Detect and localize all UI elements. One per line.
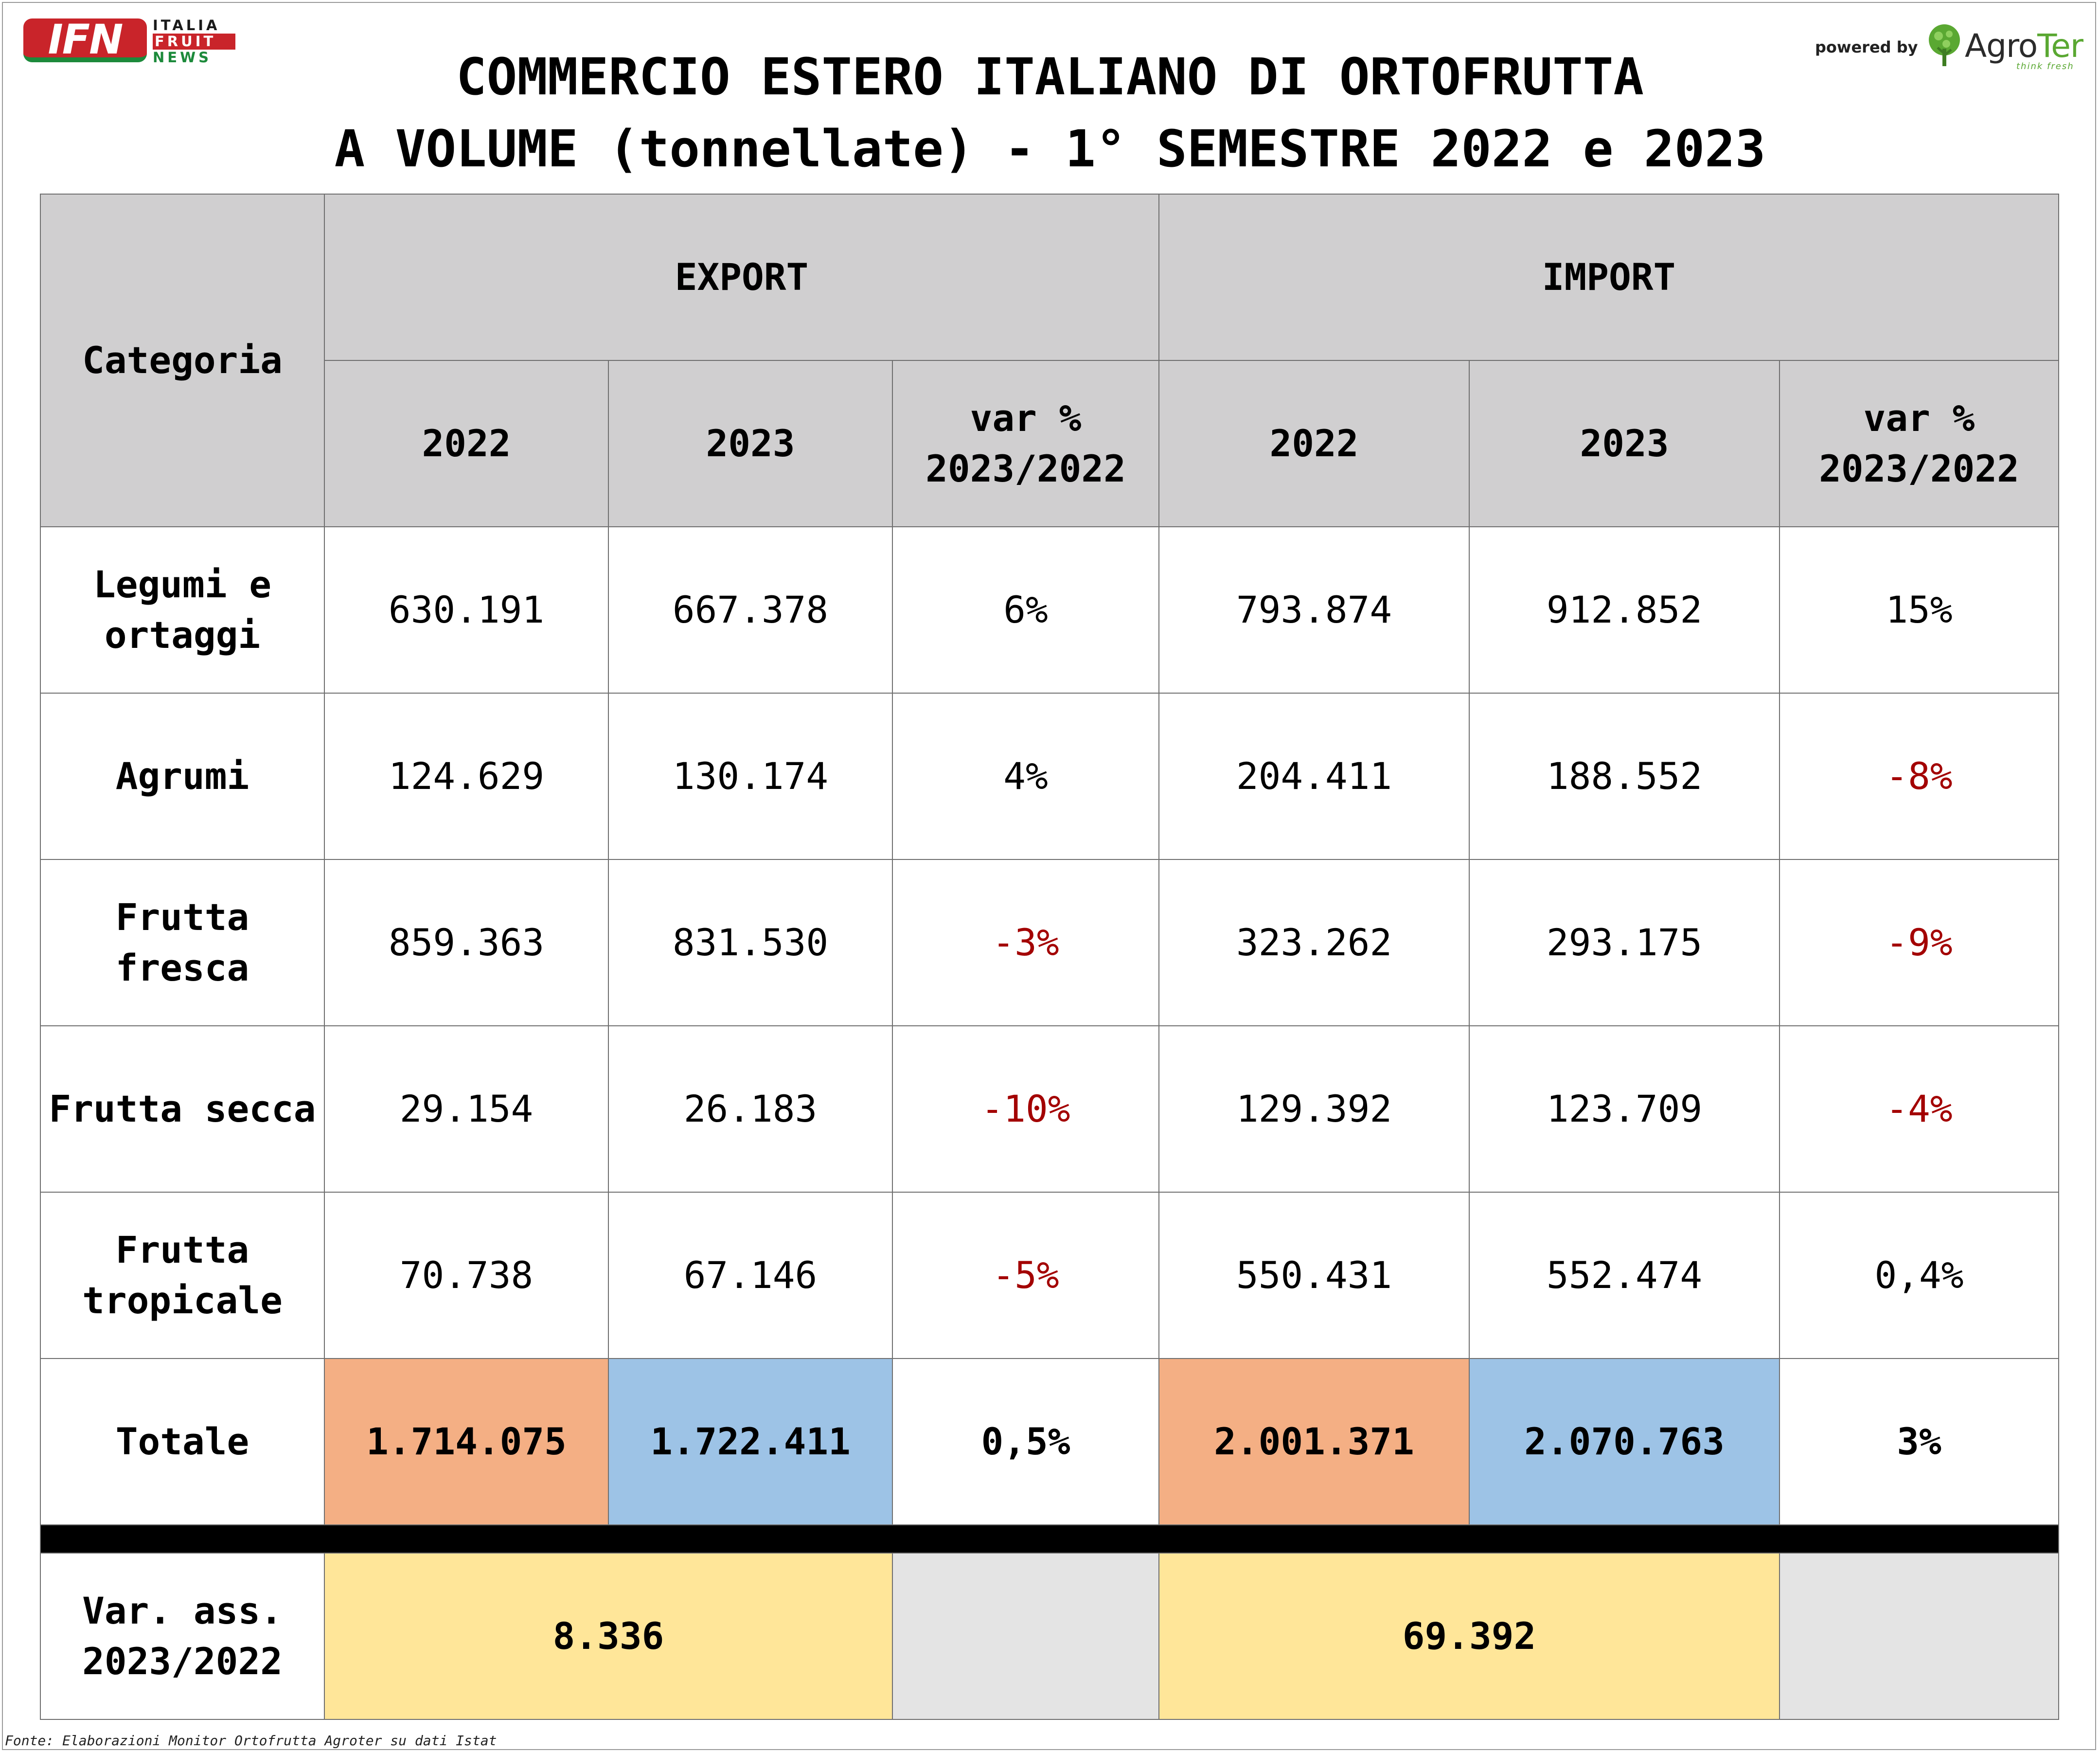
total-export-var: 0,5% <box>892 1358 1159 1525</box>
export-var-cell: -3% <box>892 859 1159 1026</box>
export-var-cell: 6% <box>892 526 1159 694</box>
table-row: Legumi e ortaggi 630.191 667.378 6% 793.8… <box>40 526 2059 694</box>
abs-var-export: 8.336 <box>324 1553 893 1720</box>
import-2023-cell: 123.709 <box>1469 1025 1780 1193</box>
export-2023-cell: 26.183 <box>608 1025 893 1193</box>
category-line2: tropicale <box>82 1279 283 1322</box>
ifn-word-italia: ITALIA <box>153 17 220 34</box>
trade-volume-table: Categoria EXPORT IMPORT 2022 2023 var % 2… <box>40 194 2059 1720</box>
header-var-line2: 2023/2022 <box>1819 447 2019 490</box>
page-title-line-2: A VOLUME (tonnellate) - 1° SEMESTRE 2022… <box>334 119 1766 179</box>
total-label: Totale <box>40 1358 325 1525</box>
import-2022-cell: 793.874 <box>1158 526 1470 694</box>
export-2023-cell: 67.146 <box>608 1192 893 1359</box>
ifn-word-news: NEWS <box>153 49 212 66</box>
ifn-badge-text: IFN <box>48 16 124 63</box>
export-2022-cell: 124.629 <box>324 693 609 860</box>
total-export-2022: 1.714.075 <box>324 1358 609 1525</box>
category-line2: fresca <box>115 946 249 989</box>
import-var-cell: -9% <box>1779 859 2059 1026</box>
table-row: Frutta fresca 859.363 831.530 -3% 323.262… <box>40 859 2059 1026</box>
category-line1: Frutta <box>115 1228 249 1271</box>
header-export-2023: 2023 <box>608 360 893 527</box>
ifn-word-fruit: FRUIT <box>153 34 235 50</box>
header-import-2023: 2023 <box>1469 360 1780 527</box>
total-import-var: 3% <box>1779 1358 2059 1525</box>
import-2022-cell: 550.431 <box>1158 1192 1470 1359</box>
abs-var-label: Var. ass. 2023/2022 <box>40 1553 325 1720</box>
abs-var-row: Var. ass. 2023/2022 8.336 69.392 <box>40 1553 2059 1720</box>
header-categoria: Categoria <box>40 194 325 527</box>
agroter-name-prefix: Agro <box>1965 27 2038 65</box>
row-category: Agrumi <box>40 693 325 860</box>
header-import-var: var % 2023/2022 <box>1779 360 2059 527</box>
total-row: Totale 1.714.075 1.722.411 0,5% 2.001.37… <box>40 1358 2059 1525</box>
ifn-badge: IFN <box>23 16 147 63</box>
ifn-wordmark: ITALIA FRUIT NEWS <box>153 18 235 66</box>
source-note: Fonte: Elaborazioni Monitor Ortofrutta A… <box>5 1733 497 1749</box>
export-var-cell: -10% <box>892 1025 1159 1193</box>
import-2023-cell: 188.552 <box>1469 693 1780 860</box>
abs-var-import-empty <box>1779 1553 2059 1720</box>
abs-var-export-empty <box>892 1553 1159 1720</box>
export-2023-cell: 831.530 <box>608 859 893 1026</box>
total-import-2023: 2.070.763 <box>1469 1358 1780 1525</box>
import-2022-cell: 204.411 <box>1158 693 1470 860</box>
abs-var-import: 69.392 <box>1158 1553 1780 1720</box>
import-2023-cell: 912.852 <box>1469 526 1780 694</box>
import-var-cell: -4% <box>1779 1025 2059 1193</box>
row-category: Legumi e ortaggi <box>40 526 325 694</box>
table-row: Frutta tropicale 70.738 67.146 -5% 550.43… <box>40 1192 2059 1359</box>
import-var-cell: 15% <box>1779 526 2059 694</box>
row-category: Frutta fresca <box>40 859 325 1026</box>
category-line1: Legumi e <box>93 563 272 606</box>
header-var-line1: var % <box>970 396 1082 440</box>
category-line2: ortaggi <box>104 613 261 657</box>
import-2023-cell: 552.474 <box>1469 1192 1780 1359</box>
header-export-var: var % 2023/2022 <box>892 360 1159 527</box>
row-category: Frutta tropicale <box>40 1192 325 1359</box>
import-2022-cell: 129.392 <box>1158 1025 1470 1193</box>
abs-var-label-line1: Var. ass. <box>82 1589 283 1632</box>
header-var-line1: var % <box>1863 396 1975 440</box>
header-import: IMPORT <box>1158 194 2059 361</box>
header-export-2022: 2022 <box>324 360 609 527</box>
table-row: Frutta secca 29.154 26.183 -10% 129.392 … <box>40 1025 2059 1193</box>
import-var-cell: -8% <box>1779 693 2059 860</box>
export-2022-cell: 70.738 <box>324 1192 609 1359</box>
header-export: EXPORT <box>324 194 1159 361</box>
import-2022-cell: 323.262 <box>1158 859 1470 1026</box>
header-row-2: 2022 2023 var % 2023/2022 2022 2023 var %… <box>40 360 2059 527</box>
table-row: Agrumi 124.629 130.174 4% 204.411 188.55… <box>40 693 2059 860</box>
agroter-tagline: think fresh <box>2016 61 2074 72</box>
row-category: Frutta secca <box>40 1025 325 1193</box>
export-var-cell: 4% <box>892 693 1159 860</box>
import-var-cell: 0,4% <box>1779 1192 2059 1359</box>
agroter-name: AgroTer <box>1965 27 2083 65</box>
export-2023-cell: 667.378 <box>608 526 893 694</box>
agroter-logo: AgroTer think fresh <box>1924 21 2083 72</box>
abs-var-label-line2: 2023/2022 <box>82 1640 283 1683</box>
total-import-2022: 2.001.371 <box>1158 1358 1470 1525</box>
page-title-line-1: COMMERCIO ESTERO ITALIANO DI ORTOFRUTTA <box>456 47 1644 107</box>
header-row-1: Categoria EXPORT IMPORT <box>40 194 2059 527</box>
total-export-2023: 1.722.411 <box>608 1358 893 1525</box>
export-2022-cell: 630.191 <box>324 526 609 694</box>
export-2022-cell: 29.154 <box>324 1025 609 1193</box>
separator-row <box>40 1524 2059 1554</box>
black-separator-bar <box>40 1524 2059 1554</box>
category-line1: Frutta <box>115 895 249 939</box>
ifn-logo: IFN ITALIA FRUIT NEWS <box>23 16 235 66</box>
tree-icon <box>1929 24 1960 66</box>
import-2023-cell: 293.175 <box>1469 859 1780 1026</box>
header-import-2022: 2022 <box>1158 360 1470 527</box>
powered-by-label: powered by <box>1815 38 1918 56</box>
export-2023-cell: 130.174 <box>608 693 893 860</box>
agroter-name-suffix: Ter <box>2037 27 2083 65</box>
export-var-cell: -5% <box>892 1192 1159 1359</box>
export-2022-cell: 859.363 <box>324 859 609 1026</box>
header-var-line2: 2023/2022 <box>925 447 1126 490</box>
